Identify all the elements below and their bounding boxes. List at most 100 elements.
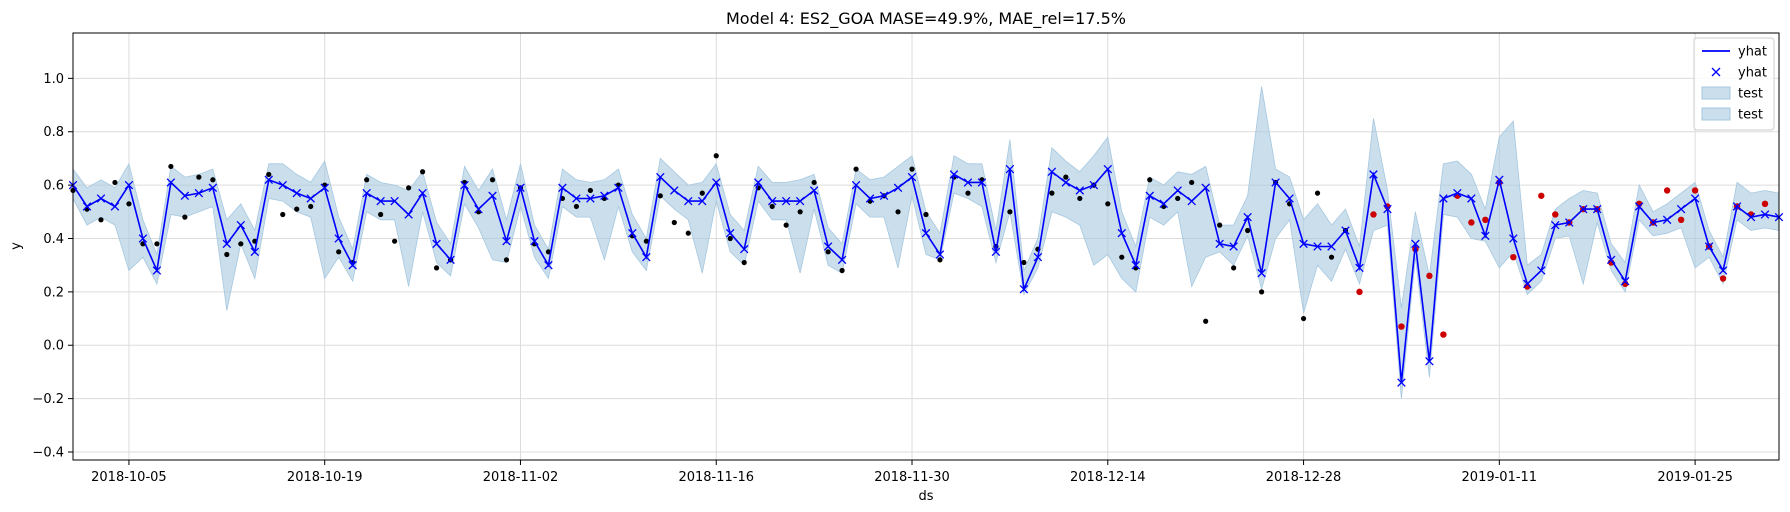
yhat-marker [1732, 202, 1742, 211]
yhat-marker-stroke [809, 186, 819, 195]
yhat-marker [96, 194, 106, 203]
yhat-marker [1159, 199, 1168, 209]
y-tick-label: 0.2 [43, 285, 64, 300]
x-tick-label: 2018-10-19 [287, 470, 363, 485]
yhat-marker [1425, 356, 1434, 366]
yhat-marker-stroke [1732, 202, 1742, 211]
observed-point [406, 185, 412, 191]
yhat-marker [432, 239, 441, 249]
test-point [1663, 187, 1671, 194]
yhat-marker [1117, 228, 1127, 238]
yhat-marker [1606, 255, 1616, 265]
yhat-marker-stroke [1187, 196, 1196, 206]
yhat-marker-stroke [879, 191, 889, 201]
test-point [1426, 272, 1433, 280]
test-point [1538, 192, 1545, 199]
observed-point [909, 166, 915, 172]
yhat-marker [670, 186, 679, 195]
yhat-marker-stroke [1523, 279, 1532, 289]
yhat-marker-stroke [180, 191, 190, 201]
yhat-marker-stroke [236, 220, 246, 230]
observed-point [1328, 254, 1335, 260]
observed-point [671, 219, 677, 226]
yhat-marker-stroke [362, 188, 371, 198]
yhat-marker [1509, 234, 1518, 243]
test-point [1691, 187, 1699, 194]
observed-point [210, 177, 216, 183]
yhat-marker [1551, 220, 1560, 230]
yhat-marker-stroke [572, 194, 581, 203]
yhat-marker [1313, 242, 1322, 251]
test-point [1510, 253, 1517, 261]
yhat-marker-stroke [642, 252, 651, 262]
test-point [1719, 275, 1727, 282]
yhat-marker [558, 183, 567, 193]
yhat-marker [767, 196, 777, 206]
yhat-marker-stroke [907, 172, 917, 182]
yhat-marker-stroke [1327, 242, 1336, 251]
yhat-marker-stroke [1201, 183, 1210, 193]
yhat-marker [1327, 242, 1336, 251]
test-point [1398, 323, 1405, 330]
yhat-marker-stroke [558, 183, 567, 193]
yhat-marker-stroke [1005, 164, 1015, 174]
yhat-marker-stroke [1397, 378, 1406, 387]
legend-label: test [1738, 87, 1763, 102]
plot-frame [72, 32, 1780, 461]
yhat-marker-stroke [1704, 242, 1714, 251]
observed-point [1300, 315, 1307, 322]
y-axis-label: y [9, 242, 24, 250]
yhat-marker-stroke [1313, 242, 1322, 251]
observed-point [937, 257, 943, 263]
yhat-marker-stroke [404, 210, 413, 219]
yhat-marker-stroke [1229, 242, 1238, 251]
yhat-marker-stroke [1453, 188, 1462, 198]
yhat-marker [1453, 188, 1462, 198]
test-point [1482, 216, 1489, 224]
yhat-marker [1760, 210, 1770, 219]
observed-point [713, 153, 719, 159]
yhat-marker-stroke [1019, 284, 1029, 294]
yhat-marker [376, 196, 385, 206]
yhat-marker-stroke [600, 191, 609, 201]
yhat-marker-stroke [488, 191, 497, 201]
yhat-marker-stroke [530, 236, 539, 246]
observed-point [364, 177, 370, 183]
yhat-marker [194, 188, 204, 198]
yhat-marker-stroke [656, 172, 665, 182]
observed-point [1105, 201, 1111, 207]
yhat-marker [1439, 194, 1448, 203]
observed-point [168, 163, 174, 170]
yhat-marker-stroke [1243, 212, 1252, 222]
legend-label: yhat [1738, 66, 1767, 81]
yhat-marker-stroke [921, 228, 931, 238]
yhat-marker-stroke [1578, 204, 1588, 214]
observed-point [238, 241, 244, 247]
yhat-marker-stroke [1257, 268, 1266, 278]
yhat-marker [1495, 175, 1504, 185]
y-tick-label: 0.8 [43, 125, 64, 140]
yhat-marker-stroke [516, 183, 525, 193]
yhat-marker [1411, 239, 1420, 249]
yhat-marker [614, 183, 623, 193]
yhat-marker [1676, 204, 1686, 214]
yhat-marker [1257, 268, 1266, 278]
yhat-marker-stroke [1173, 186, 1182, 195]
yhat-marker-stroke [725, 228, 735, 238]
yhat-marker [446, 255, 455, 265]
yhat-marker-stroke [837, 255, 847, 265]
yhat-marker [1299, 239, 1308, 249]
yhat-marker [474, 204, 483, 214]
yhat-marker [530, 236, 539, 246]
observed-point [783, 222, 789, 228]
yhat-marker-stroke [278, 180, 288, 190]
observed-point [825, 249, 831, 255]
yhat-marker-stroke [1075, 186, 1085, 195]
legend-label: yhat [1738, 45, 1767, 60]
yhat-marker [1061, 178, 1071, 187]
yhat-marker [390, 196, 399, 206]
observed-point [224, 251, 230, 258]
yhat-marker [893, 183, 903, 193]
yhat-marker [1369, 170, 1378, 179]
observed-point [965, 190, 971, 196]
